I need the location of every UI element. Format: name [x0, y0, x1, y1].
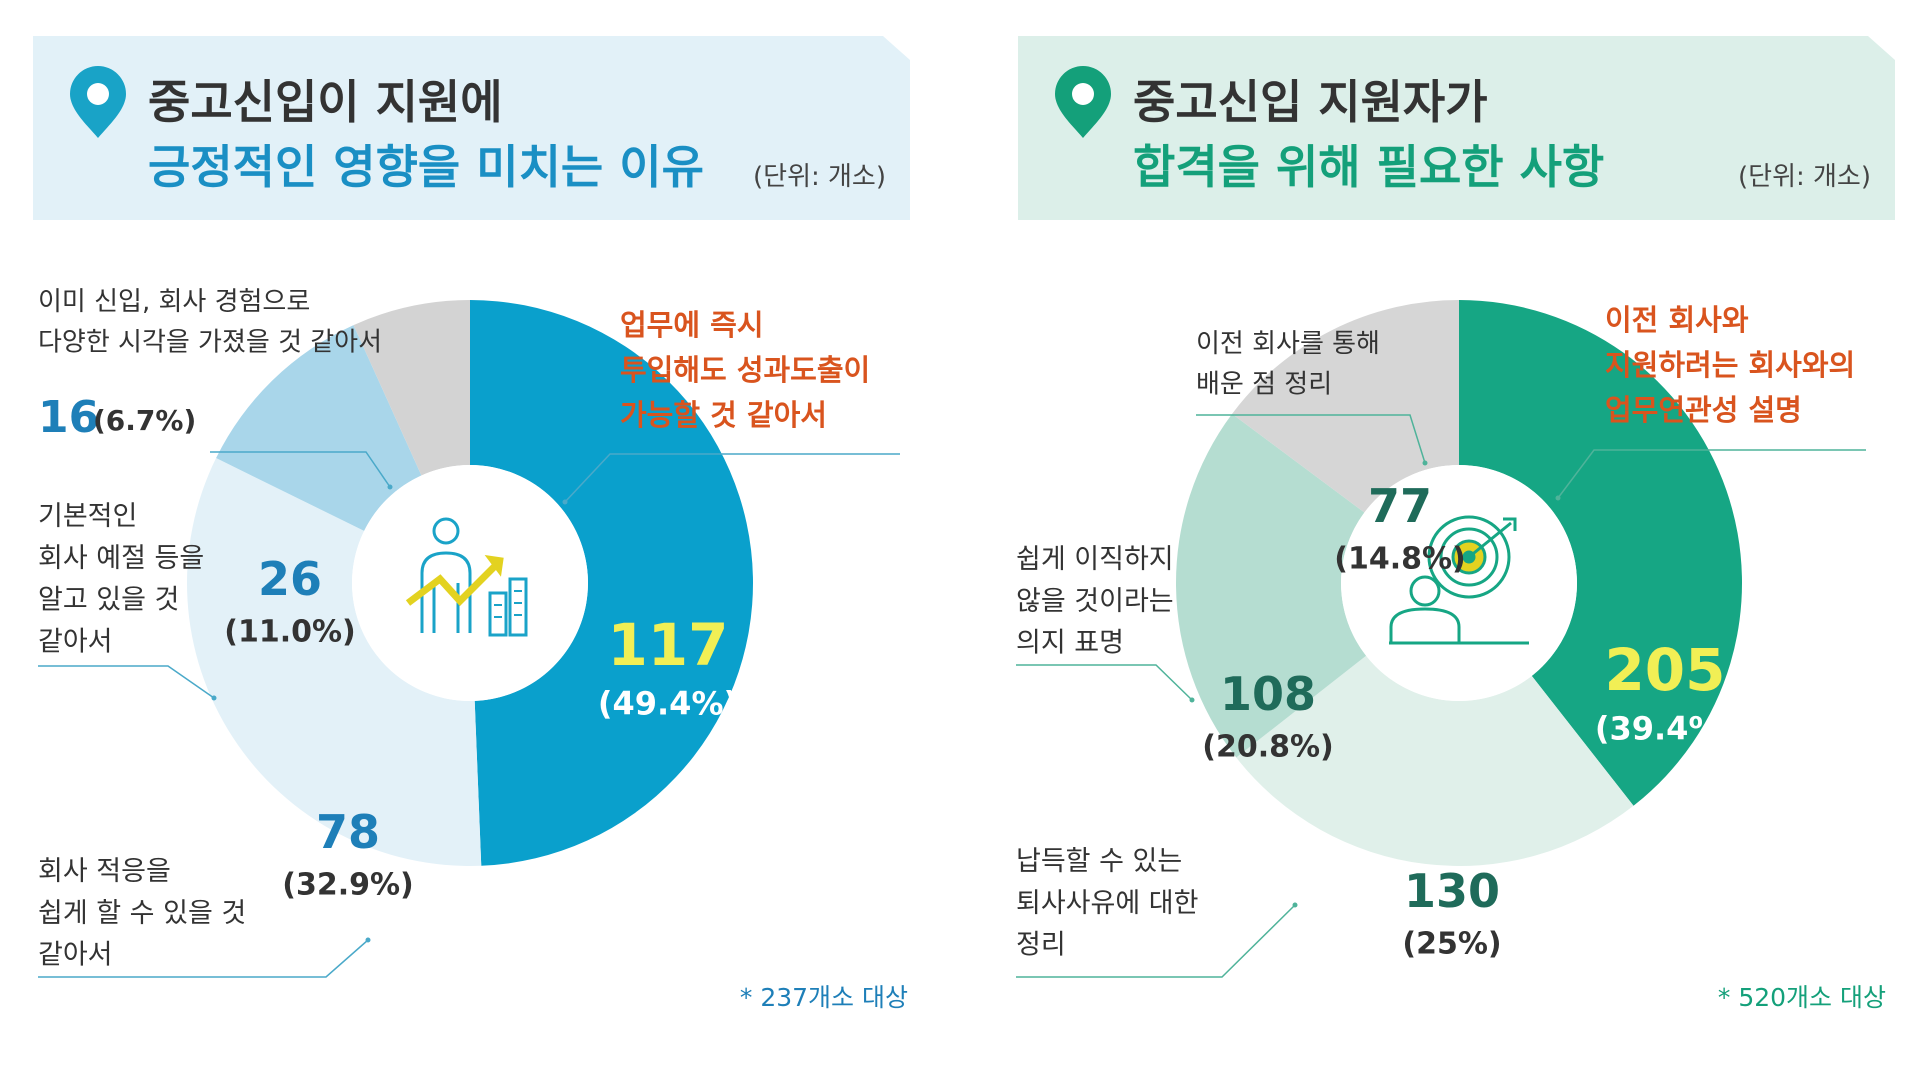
chart-title-line2: 긍정적인 영향을 미치는 이유 [148, 140, 704, 194]
donut-slice-2 [186, 458, 482, 866]
leader-dot-2 [1292, 902, 1298, 908]
value-label-2: 78 [316, 805, 380, 859]
person-target-icon [1389, 515, 1529, 645]
category-label-1: 업무에 즉시 투입해도 성과도출이 가능할 것 같아서 [620, 308, 870, 432]
donut-slice-3 [1176, 413, 1367, 758]
category-label-4: 이전 회사를 통해 배운 점 정리 [1196, 329, 1380, 399]
value-label-4: 77 [1368, 479, 1432, 533]
person-growth-chart-icon [405, 517, 528, 637]
category-label-3: 기본적인 회사 예절 등을 알고 있을 것 같아서 [38, 501, 204, 658]
unit-label: (단위: 개소) [753, 162, 886, 192]
donut-slice-2 [1236, 655, 1634, 867]
leader-line-3 [38, 665, 215, 699]
percent-label-3: (20.8%) [1202, 730, 1334, 765]
percent-label-2: (32.9%) [282, 868, 414, 903]
location-pin-icon [1055, 66, 1111, 138]
leader-line-1 [1557, 449, 1866, 499]
percent-label-1: (39.4%) [1595, 710, 1735, 748]
donut-slice-1 [470, 300, 754, 866]
leader-dot-3 [211, 695, 217, 701]
percent-label-4: (14.8%) [1334, 542, 1466, 577]
category-label-2: 납득할 수 있는 퇴사사유에 대한 정리 [1016, 846, 1198, 961]
percent-label-4: (6.7%) [93, 404, 196, 437]
category-label-3: 쉽게 이직하지 않을 것이라는 의지 표명 [1016, 544, 1174, 659]
leader-dot-1 [1555, 495, 1561, 501]
category-label-2: 회사 적응을 쉽게 할 수 있을 것 같아서 [38, 856, 246, 971]
footnote: * 237개소 대상 [740, 983, 908, 1012]
leader-line-3 [1016, 664, 1193, 701]
header-background [1018, 36, 1895, 220]
value-label-4: 16 [38, 392, 99, 443]
donut-slice-3 [216, 325, 422, 531]
category-label-4: 이미 신입, 회사 경험으로 다양한 시각을 가졌을 것 같아서 [38, 287, 382, 357]
leader-dot-1 [562, 499, 568, 505]
value-label-3: 26 [258, 552, 322, 606]
chart-title-line1: 중고신입이 지원에 [148, 75, 503, 129]
category-label-1: 이전 회사와 지원하려는 회사와의 업무연관성 설명 [1605, 303, 1855, 427]
donut-slice-1 [1459, 300, 1742, 806]
unit-label: (단위: 개소) [1738, 162, 1871, 192]
leader-line-4 [210, 451, 391, 488]
location-pin-icon [70, 66, 126, 138]
leader-line-2 [1016, 904, 1296, 978]
footnote: * 520개소 대상 [1718, 983, 1886, 1012]
leader-dot-4 [387, 484, 393, 490]
percent-label-2: (25%) [1402, 927, 1501, 962]
leader-dot-3 [1189, 697, 1195, 703]
header-background [33, 36, 910, 220]
value-label-2: 130 [1404, 864, 1500, 918]
leader-line-2 [38, 939, 369, 978]
percent-label-3: (11.0%) [224, 615, 356, 650]
donut-slice-4 [353, 300, 470, 476]
donut-slice-4 [1232, 300, 1459, 513]
leader-dot-4 [1422, 460, 1428, 466]
chart-title-line2: 합격을 위해 필요한 사항 [1133, 140, 1604, 194]
leader-dot-2 [365, 937, 371, 943]
chart-title-line1: 중고신입 지원자가 [1133, 75, 1488, 129]
leader-line-1 [564, 453, 900, 503]
percent-label-1: (49.4%) [598, 685, 738, 723]
value-label-1: 117 [607, 611, 728, 679]
leader-line-4 [1196, 414, 1426, 464]
value-label-3: 108 [1220, 667, 1316, 721]
value-label-1: 205 [1604, 636, 1725, 704]
